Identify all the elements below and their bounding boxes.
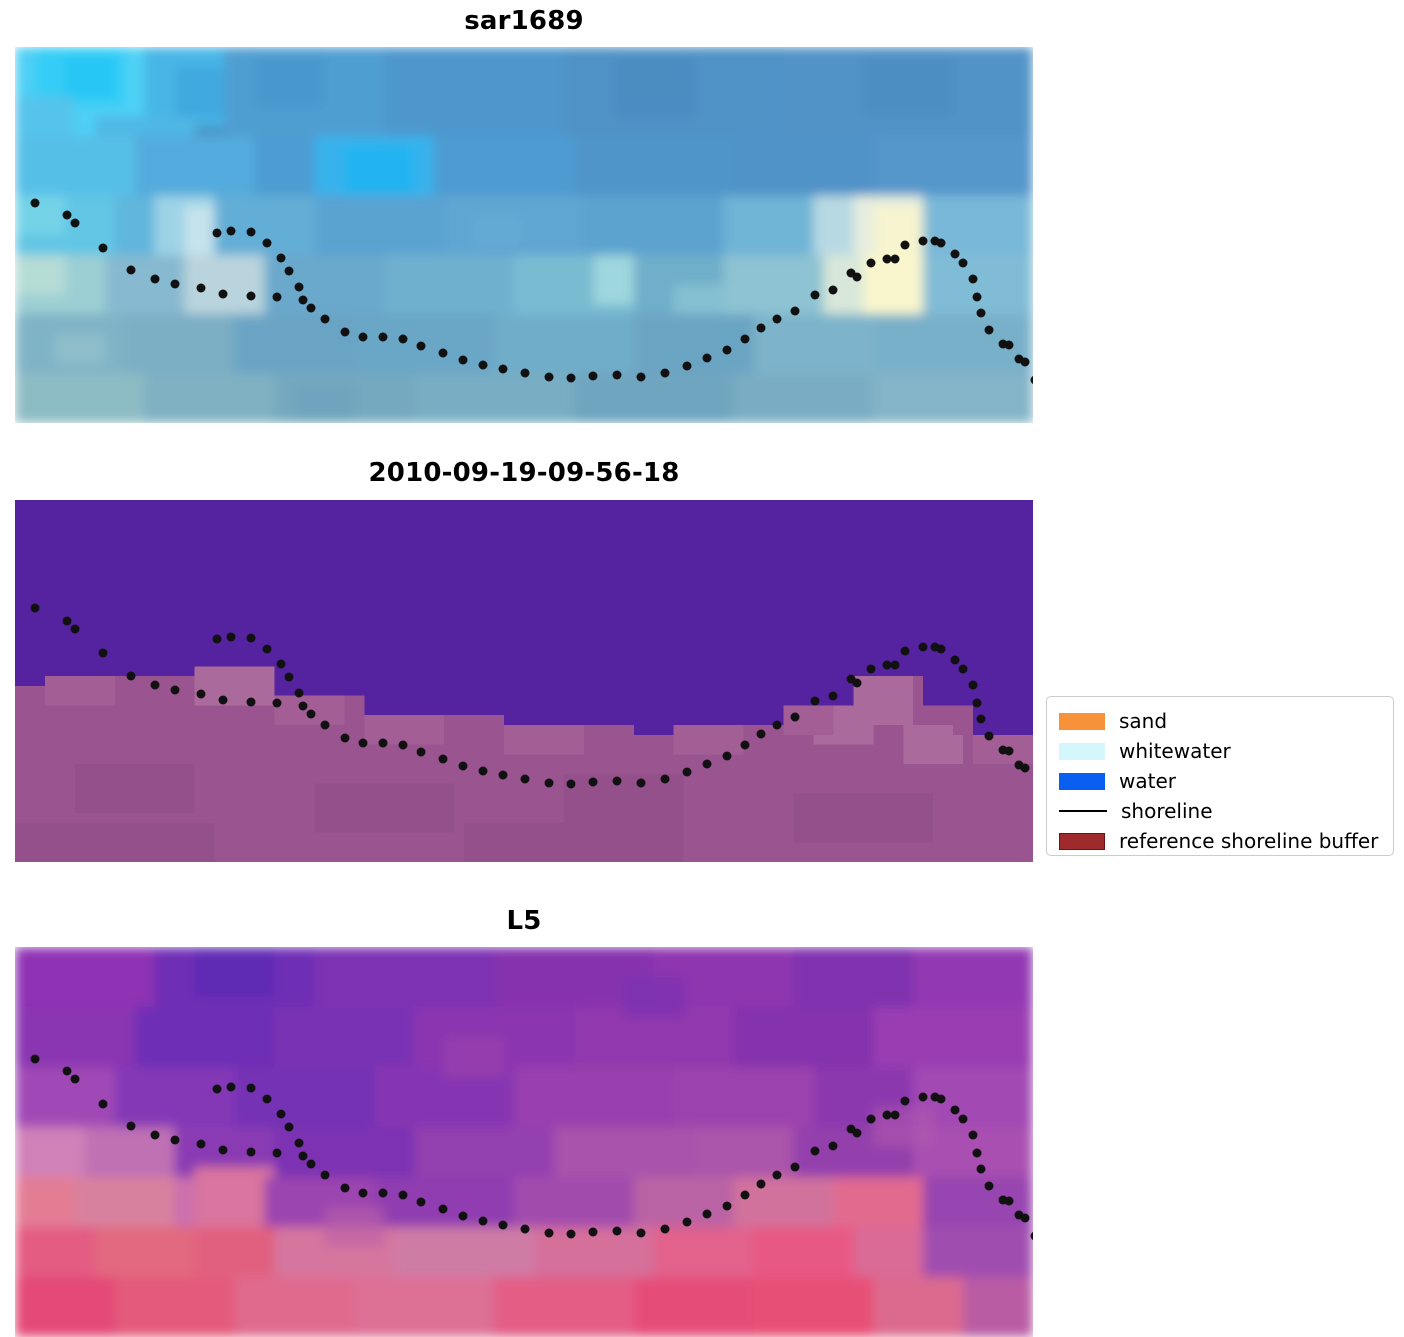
panel-classification-image: [15, 500, 1033, 862]
legend-swatch-shoreline: [1059, 810, 1107, 812]
legend-item-water: water: [1059, 766, 1381, 796]
classification-raster: [15, 500, 1033, 862]
legend-item-reference-shoreline-buffer: reference shoreline buffer: [1059, 826, 1381, 856]
shoreline-overlay-sar: [15, 47, 1033, 423]
legend-swatch-sand: [1059, 712, 1105, 730]
legend-item-sand: sand: [1059, 706, 1381, 736]
panel-sar-image: [15, 47, 1033, 423]
legend-label-sand: sand: [1119, 709, 1168, 733]
legend-swatch-reference-shoreline-buffer: [1059, 832, 1105, 850]
panel-title-classification: 2010-09-19-09-56-18: [368, 458, 680, 488]
panel-title-sar: sar1689: [464, 6, 584, 36]
legend-label-shoreline: shoreline: [1121, 799, 1213, 823]
legend-item-whitewater: whitewater: [1059, 736, 1381, 766]
legend-label-whitewater: whitewater: [1119, 739, 1231, 763]
shoreline-overlay-classification: [15, 500, 1033, 862]
legend-swatch-whitewater: [1059, 742, 1105, 760]
panel-title-l5: L5: [506, 906, 542, 936]
legend-item-shoreline: shoreline: [1059, 796, 1381, 826]
legend-label-reference-shoreline-buffer: reference shoreline buffer: [1119, 829, 1379, 853]
legend-swatch-water: [1059, 772, 1105, 790]
legend-box: sand whitewater water shoreline referenc…: [1046, 696, 1394, 856]
sar-raster: [15, 47, 1033, 423]
legend-label-water: water: [1119, 769, 1176, 793]
shoreline-overlay-l5: [15, 947, 1033, 1337]
panel-l5-image: [15, 947, 1033, 1337]
l5-raster: [15, 947, 1033, 1337]
